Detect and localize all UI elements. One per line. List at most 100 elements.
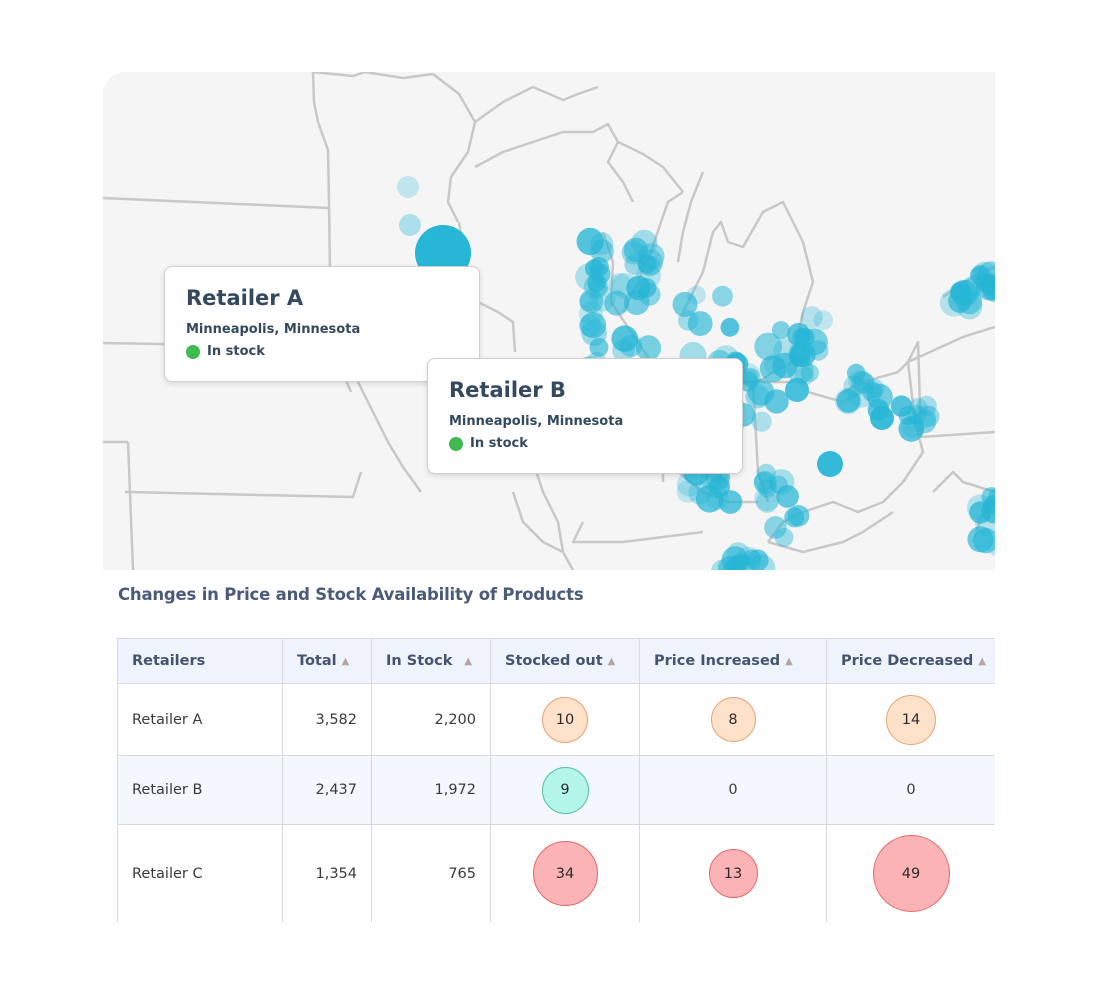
cell-retailer: Retailer C: [117, 824, 283, 922]
table-row[interactable]: Retailer B 2,437 1,972 9 0 0: [117, 755, 995, 825]
map-point: [637, 254, 657, 274]
in-stock-dot-icon: [449, 437, 463, 451]
map-point: [676, 472, 702, 497]
map-point: [611, 325, 638, 352]
map-point: [580, 312, 607, 339]
column-header-label: Stocked out: [505, 653, 603, 669]
map-point: [916, 395, 937, 416]
price-increased-bubble: 8: [710, 697, 756, 742]
cell-price-decreased: 49: [826, 824, 995, 922]
map-point: [636, 277, 657, 298]
map-point: [687, 311, 713, 336]
map-point: [764, 516, 787, 539]
tooltip-status-label: In stock: [207, 344, 265, 359]
map-point: [967, 526, 994, 553]
column-header-in-stock[interactable]: In Stock ▲: [371, 638, 491, 684]
map-point: [726, 542, 750, 566]
sort-arrow-icon[interactable]: ▲: [464, 656, 473, 667]
cell-stocked-out: 10: [490, 683, 640, 756]
cell-price-increased: 8: [639, 683, 827, 756]
tooltip-location: Minneapolis, Minnesota: [449, 414, 624, 429]
map-point: [759, 355, 787, 382]
map-point: [981, 487, 995, 508]
retailer-table: Retailers Total ▲ In Stock ▲ Stocked out ▲ …: [117, 638, 995, 922]
column-header-stocked-out[interactable]: Stocked out ▲: [490, 638, 640, 684]
cell-total: 3,582: [282, 683, 372, 756]
map-point: [846, 363, 866, 383]
map-point: [785, 378, 809, 402]
map-point: [579, 289, 604, 314]
column-header-total[interactable]: Total ▲: [282, 638, 372, 684]
map-point: [813, 310, 834, 330]
sort-arrow-icon[interactable]: ▲: [978, 656, 987, 667]
cell-price-decreased: 14: [826, 683, 995, 756]
map-point: [623, 237, 648, 262]
map-point: [608, 273, 632, 296]
map-point: [747, 378, 775, 406]
map-point: [720, 317, 740, 337]
map-point: [769, 475, 788, 494]
map-point: [898, 416, 925, 442]
cell-price-increased: 13: [639, 824, 827, 922]
store-map[interactable]: Retailer A Minneapolis, Minnesota In sto…: [103, 72, 995, 570]
tooltip-location: Minneapolis, Minnesota: [186, 322, 361, 337]
tooltip-title: Retailer A: [186, 286, 304, 310]
cell-stocked-out: 9: [490, 755, 640, 825]
map-point: [951, 284, 974, 307]
in-stock-dot-icon: [186, 345, 200, 359]
column-header-label: Price Decreased: [841, 653, 974, 669]
map-point: [712, 285, 733, 307]
column-header-price-increased[interactable]: Price Increased ▲: [639, 638, 827, 684]
cell-total: 2,437: [282, 755, 372, 825]
map-point: [957, 289, 983, 315]
map-point: [836, 389, 861, 413]
map-point: [735, 546, 762, 570]
map-point: [397, 176, 419, 198]
cell-price-increased: 0: [639, 755, 827, 825]
map-point: [677, 310, 699, 331]
map-point: [585, 259, 604, 278]
map-point: [843, 375, 865, 397]
stocked-out-bubble: 34: [532, 841, 598, 906]
column-header-label: Price Increased: [654, 653, 781, 669]
map-point: [866, 383, 893, 410]
cell-in-stock: 1,972: [371, 755, 491, 825]
map-point: [773, 338, 799, 364]
column-header-label: Retailers: [132, 653, 206, 669]
column-header-price-decreased[interactable]: Price Decreased ▲: [826, 638, 995, 684]
map-canvas[interactable]: [103, 72, 995, 570]
sort-arrow-icon[interactable]: ▲: [341, 656, 350, 667]
map-point: [890, 395, 913, 417]
stocked-out-bubble: 10: [542, 696, 588, 743]
table-row[interactable]: Retailer C 1,354 765 34 13 49: [117, 824, 995, 922]
column-header-retailers[interactable]: Retailers: [117, 638, 283, 684]
tooltip-status-label: In stock: [470, 436, 528, 451]
map-point: [635, 335, 662, 361]
price-decreased-bubble: 49: [872, 835, 950, 912]
map-point: [756, 490, 779, 513]
table-row[interactable]: Retailer A 3,582 2,200 10 8 14: [117, 683, 995, 756]
map-point: [638, 243, 665, 270]
map-point: [631, 229, 658, 257]
map-point: [741, 368, 761, 388]
price-decreased-bubble: 14: [886, 694, 936, 745]
sort-arrow-icon[interactable]: ▲: [607, 656, 616, 667]
map-point: [939, 288, 968, 317]
price-increased-bubble: 13: [708, 849, 758, 898]
sort-arrow-icon[interactable]: ▲: [785, 656, 793, 667]
map-point: [817, 451, 843, 477]
map-point: [969, 501, 992, 524]
map-point: [751, 411, 772, 432]
map-point: [870, 406, 894, 430]
map-point: [399, 214, 421, 236]
cell-in-stock: 2,200: [371, 683, 491, 756]
tooltip-status: In stock: [186, 343, 459, 361]
column-header-label: Total: [297, 653, 337, 669]
tooltip-title: Retailer B: [449, 378, 566, 402]
table-title: Changes in Price and Stock Availability …: [118, 585, 584, 604]
map-point: [912, 404, 937, 429]
map-point: [788, 342, 811, 364]
map-point: [950, 281, 971, 303]
table-header-row: Retailers Total ▲ In Stock ▲ Stocked out ▲ …: [117, 638, 995, 684]
cell-in-stock: 765: [371, 824, 491, 922]
